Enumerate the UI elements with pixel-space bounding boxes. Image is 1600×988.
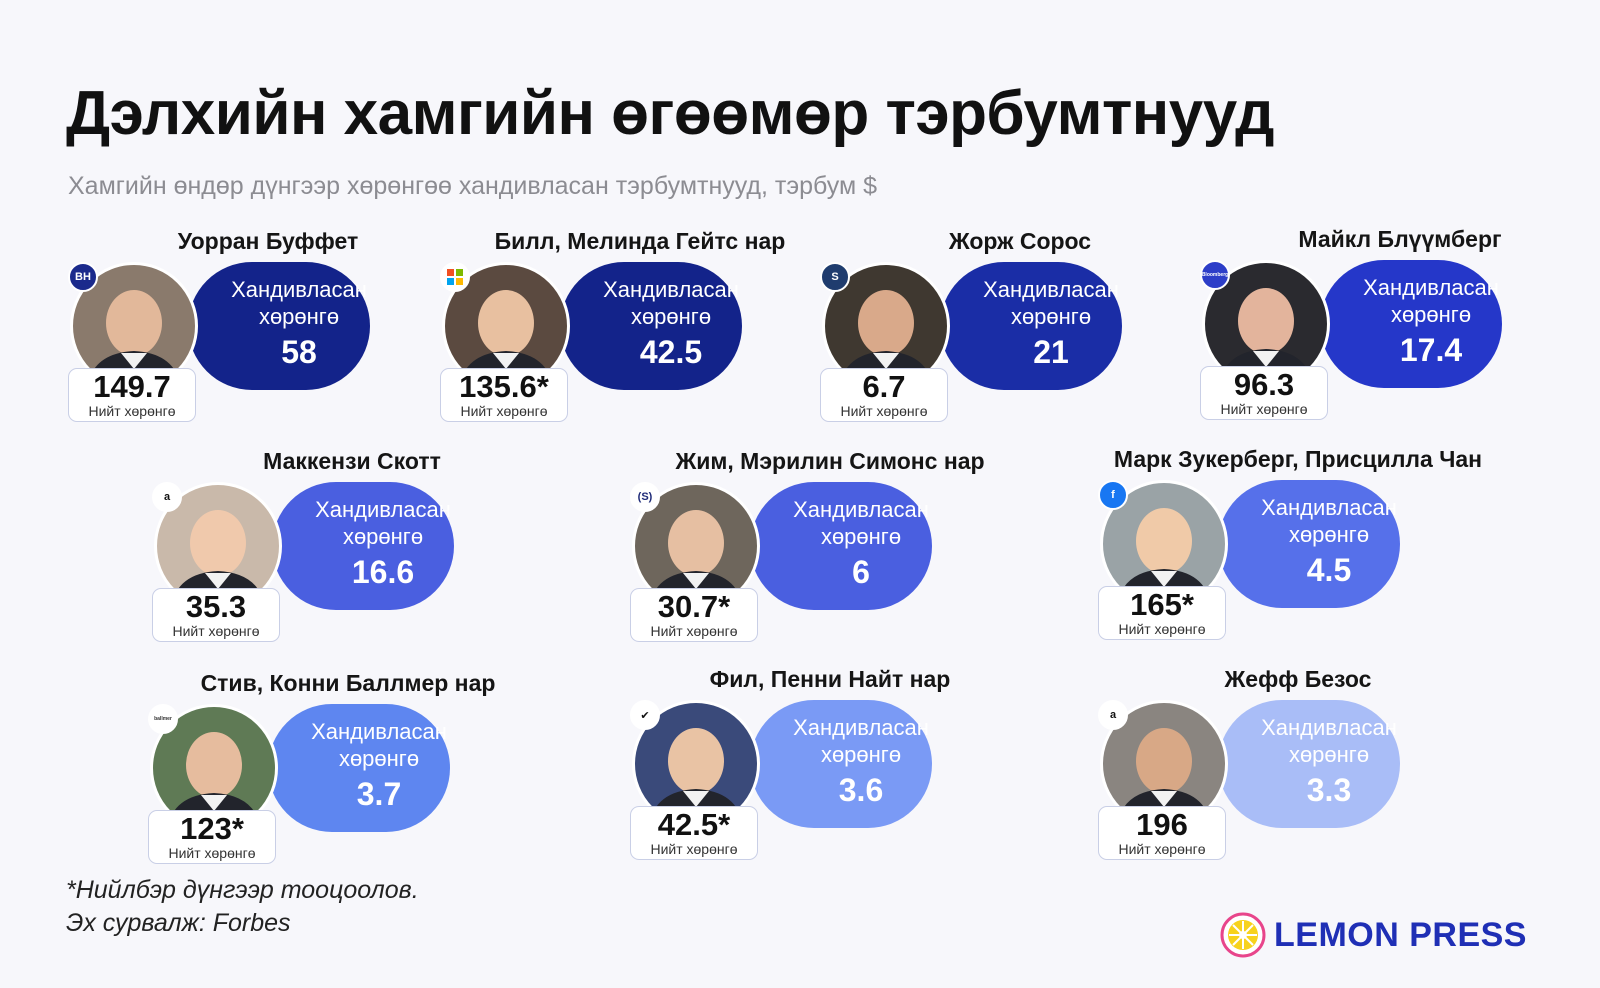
net-worth-value: 42.5* — [657, 807, 731, 842]
philanthropist-name: Майкл Блүүмберг — [1298, 226, 1502, 252]
footnote: *Нийлбэр дүнгээр тооцоолов. Эх сурвалж: … — [66, 874, 419, 940]
net-worth-label: Нийт хөрөнгө — [650, 841, 738, 857]
donated-label: Хандивласан хөрөнгө — [231, 277, 367, 329]
net-worth-box: 6.7 Нийт хөрөнгө — [820, 368, 948, 422]
footnote-note: *Нийлбэр дүнгээр тооцоолов. — [66, 876, 419, 904]
philanthropist-card: Жим, Мэрилин Симонс нар Хандивласан хөрөн… — [630, 448, 1030, 648]
net-worth-label: Нийт хөрөнгө — [1220, 401, 1308, 417]
net-worth-box: 149.7 Нийт хөрөнгө — [68, 368, 196, 422]
philanthropist-name: Жим, Мэрилин Симонс нар — [675, 448, 985, 474]
brand-name: LEMON PRESS — [1274, 915, 1527, 954]
donated-pill — [1320, 260, 1502, 388]
net-worth-label: Нийт хөрөнгө — [172, 623, 260, 639]
donated-pill — [750, 700, 932, 828]
philanthropist-card: Билл, Мелинда Гейтс нар Хандивласан хөрөн… — [440, 228, 840, 428]
net-worth-value: 30.7* — [657, 589, 731, 624]
simons-foundation-icon: (S) — [630, 482, 660, 512]
donated-value: 58 — [281, 334, 317, 370]
nike-swoosh-icon: ✔ — [630, 700, 660, 730]
donated-value: 4.5 — [1306, 552, 1352, 588]
footnote-source: Эх сурвалж: Forbes — [66, 909, 291, 937]
ballmer-group-icon: ballmer — [148, 704, 178, 734]
philanthropist-name: Билл, Мелинда Гейтс нар — [494, 228, 786, 254]
philanthropist-name: Уорран Буффет — [177, 228, 359, 254]
net-worth-value: 35.3 — [185, 589, 247, 624]
philanthropist-name: Фил, Пенни Найт нар — [709, 666, 951, 692]
net-worth-label: Нийт хөрөнгө — [650, 623, 738, 639]
philanthropist-card: Стив, Конни Баллмер нар Хандивласан хөрөн… — [148, 670, 548, 870]
net-worth-box: 165* Нийт хөрөнгө — [1098, 586, 1226, 640]
philanthropist-card: Жорж Сорос Хандивласан хөрөнгө 21 S 6.7 Н… — [820, 228, 1220, 428]
net-worth-value: 96.3 — [1233, 367, 1295, 402]
donated-pill — [1218, 700, 1400, 828]
net-worth-label: Нийт хөрөнгө — [840, 403, 928, 419]
philanthropist-card: Майкл Блүүмберг Хандивласан хөрөнгө 17.4 … — [1200, 226, 1600, 426]
donated-pill — [1218, 480, 1400, 608]
berkshire-hathaway-icon: BH — [68, 262, 98, 292]
donated-label: Хандивласан хөрөнгө — [1261, 495, 1397, 547]
philanthropist-name: Жорж Сорос — [948, 228, 1092, 254]
donated-label: Хандивласан хөрөнгө — [311, 719, 447, 771]
donated-label: Хандивласан хөрөнгө — [1261, 715, 1397, 767]
donated-pill — [560, 262, 742, 390]
philanthropist-name: Марк Зукерберг, Присцилла Чан — [1113, 446, 1483, 472]
donated-value: 21 — [1033, 334, 1069, 370]
donated-pill — [750, 482, 932, 610]
net-worth-value: 123* — [180, 811, 244, 846]
net-worth-label: Нийт хөрөнгө — [88, 403, 176, 419]
donated-value: 3.3 — [1306, 772, 1352, 808]
donated-value: 16.6 — [351, 554, 415, 590]
amazon-icon: a — [1098, 700, 1128, 730]
donated-label: Хандивласан хөрөнгө — [983, 277, 1119, 329]
donated-value: 6 — [852, 554, 870, 590]
net-worth-box: 42.5* Нийт хөрөнгө — [630, 806, 758, 860]
net-worth-value: 149.7 — [93, 369, 171, 404]
donated-pill — [188, 262, 370, 390]
donated-pill — [272, 482, 454, 610]
philanthropist-card: Жефф Безос Хандивласан хөрөнгө 3.3 a 196 … — [1098, 666, 1498, 866]
philanthropist-name: Стив, Конни Баллмер нар — [200, 670, 496, 696]
net-worth-box: 96.3 Нийт хөрөнгө — [1200, 366, 1328, 420]
microsoft-icon — [440, 262, 470, 292]
net-worth-box: 135.6* Нийт хөрөнгө — [440, 368, 568, 422]
brand-logo: LEMON PRESS — [1220, 912, 1527, 958]
facebook-icon: f — [1098, 480, 1128, 510]
net-worth-value: 6.7 — [862, 369, 906, 404]
donated-value: 42.5 — [639, 334, 703, 370]
page-title: Дэлхийн хамгийн өгөөмөр тэрбумтнууд — [66, 79, 1275, 148]
philanthropist-name: Жефф Безос — [1224, 666, 1372, 692]
net-worth-value: 196 — [1136, 807, 1188, 842]
soros-icon: S — [820, 262, 850, 292]
donated-label: Хандивласан хөрөнгө — [793, 715, 929, 767]
net-worth-label: Нийт хөрөнгө — [168, 845, 256, 861]
net-worth-value: 165* — [1130, 587, 1194, 622]
philanthropist-card: Маккензи Скотт Хандивласан хөрөнгө 16.6 a… — [152, 448, 552, 648]
lemon-icon — [1220, 912, 1266, 958]
net-worth-value: 135.6* — [459, 369, 549, 404]
net-worth-box: 30.7* Нийт хөрөнгө — [630, 588, 758, 642]
donated-label: Хандивласан хөрөнгө — [315, 497, 451, 549]
philanthropist-card: Фил, Пенни Найт нар Хандивласан хөрөнгө 3… — [630, 666, 1030, 866]
donated-value: 17.4 — [1399, 332, 1463, 368]
philanthropist-card: Марк Зукерберг, Присцилла Чан Хандивласа… — [1098, 446, 1498, 646]
philanthropist-card: Уорран Буффет Хандивласан хөрөнгө 58 BH 1… — [68, 228, 468, 428]
philanthropist-name: Маккензи Скотт — [263, 448, 441, 474]
bloomberg-icon: Bloomberg — [1200, 260, 1230, 290]
net-worth-label: Нийт хөрөнгө — [460, 403, 548, 419]
portrait-photo — [70, 262, 198, 390]
donated-value: 3.6 — [838, 772, 884, 808]
net-worth-box: 35.3 Нийт хөрөнгө — [152, 588, 280, 642]
donated-label: Хандивласан хөрөнгө — [603, 277, 739, 329]
amazon-icon: a — [152, 482, 182, 512]
page-subtitle: Хамгийн өндөр дүнгээр хөрөнгөө хандивлас… — [68, 172, 878, 200]
donated-pill — [940, 262, 1122, 390]
net-worth-box: 196 Нийт хөрөнгө — [1098, 806, 1226, 860]
donated-label: Хандивласан хөрөнгө — [1363, 275, 1499, 327]
net-worth-label: Нийт хөрөнгө — [1118, 841, 1206, 857]
net-worth-label: Нийт хөрөнгө — [1118, 621, 1206, 637]
donated-label: Хандивласан хөрөнгө — [793, 497, 929, 549]
net-worth-box: 123* Нийт хөрөнгө — [148, 810, 276, 864]
donated-pill — [268, 704, 450, 832]
donated-value: 3.7 — [356, 776, 402, 812]
